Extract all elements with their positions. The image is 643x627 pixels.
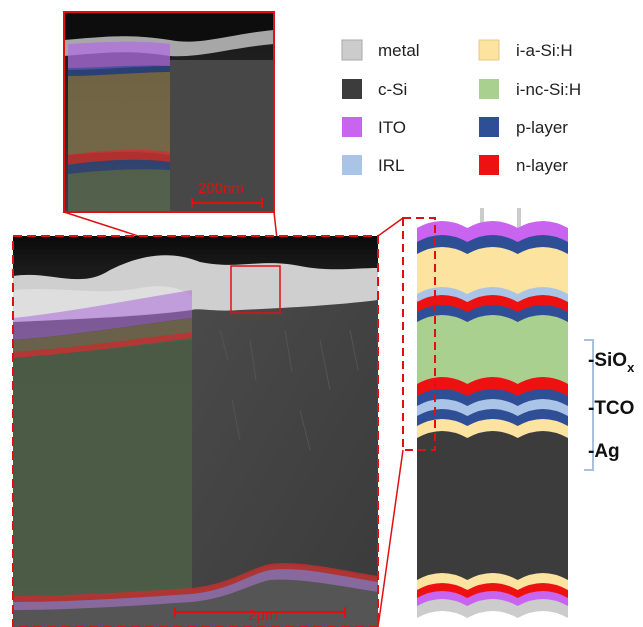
legend-swatch-i-nc-si: [479, 79, 499, 99]
legend-label-metal: metal: [378, 41, 420, 60]
schematic-connector-bottom: [377, 449, 404, 627]
main-sem-image: [12, 235, 379, 627]
inset-scale-label: 200nm: [198, 180, 244, 197]
legend-label-irl: IRL: [378, 156, 404, 175]
legend-swatch-i-a-si: [478, 39, 500, 61]
legend-swatch-n-layer: [479, 155, 499, 175]
legend-label-i-a-si: i-a-Si:H: [516, 41, 573, 60]
schematic-band-i-nc-si: [417, 315, 568, 386]
schematic-band-p-layer-mid: [417, 389, 568, 408]
metal-finger-1: [480, 208, 484, 232]
schematic-band-irl-mid: [417, 399, 568, 418]
legend-label-c-si: c-Si: [378, 80, 407, 99]
schematic-band-i-a-si-lower: [417, 419, 568, 438]
label-ag: -Ag: [588, 441, 620, 462]
label-tco: -TCO: [588, 398, 634, 419]
inset-sem-image: [63, 11, 275, 213]
zoom-highlight-box: [230, 265, 281, 314]
label-siox: -SiOx: [588, 350, 635, 375]
schematic-dashed-box: [402, 217, 436, 451]
schematic-band-i-a-si-bottom: [417, 573, 568, 592]
schematic-band-i-a-si-top: [417, 247, 568, 296]
legend-swatch-metal: [341, 39, 363, 61]
legend: [341, 39, 500, 175]
legend-swatch-p-layer: [479, 117, 499, 137]
schematic-connector-top: [377, 217, 404, 237]
legend-label-ito: ITO: [378, 118, 406, 137]
metal-finger-2: [517, 208, 521, 232]
schematic-band-p-layer-lower: [417, 409, 568, 428]
legend-swatch-ito: [342, 117, 362, 137]
schematic-band-metal-bottom: [417, 599, 568, 618]
inset-border: [63, 11, 275, 213]
legend-swatch-c-si: [342, 79, 362, 99]
main-scale-label: 2μm: [248, 607, 277, 624]
layer-bracket: [584, 339, 594, 471]
legend-swatch-irl: [342, 155, 362, 175]
legend-label-i-nc-si: i-nc-Si:H: [516, 80, 581, 99]
legend-label-n-layer: n-layer: [516, 156, 568, 175]
schematic-band-p-layer-upper: [417, 305, 568, 324]
schematic-band-c-si: [417, 427, 568, 586]
legend-label-p-layer: p-layer: [516, 118, 568, 137]
main-sem-dashed-border: [12, 235, 379, 627]
layer-schematic: [417, 208, 568, 618]
